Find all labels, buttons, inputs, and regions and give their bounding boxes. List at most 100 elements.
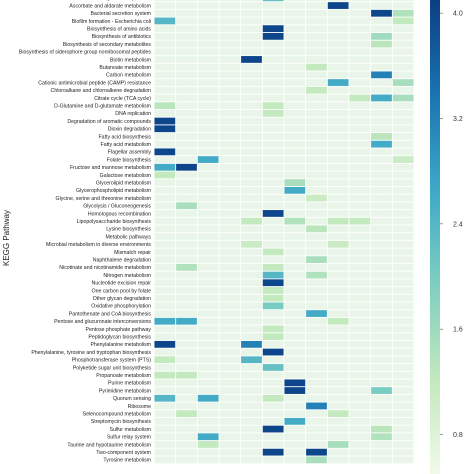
heatmap-cell-empty xyxy=(371,210,392,217)
heatmap-cell-empty xyxy=(371,371,392,379)
heatmap-cell-filled xyxy=(371,425,392,433)
heatmap-cell-empty xyxy=(219,133,241,140)
heatmap-cell-empty xyxy=(392,371,414,379)
heatmap-cell-empty xyxy=(219,248,241,256)
heatmap-cell-empty xyxy=(306,179,327,187)
heatmap-cell-empty xyxy=(241,433,262,441)
heatmap-cell-empty xyxy=(197,25,219,33)
heatmap-cell-empty xyxy=(349,302,371,310)
heatmap-cell-empty xyxy=(306,233,327,240)
heatmap-cell-empty xyxy=(262,63,284,71)
heatmap-cell-empty xyxy=(197,117,219,125)
row-label: Purine metabolism xyxy=(108,381,151,387)
heatmap-cell-empty xyxy=(349,379,371,387)
heatmap-cell-empty xyxy=(284,448,306,456)
heatmap-cell-empty xyxy=(154,263,176,271)
heatmap-cell-empty xyxy=(241,364,262,371)
heatmap-cell-empty xyxy=(154,287,176,294)
heatmap-cell-empty xyxy=(392,32,414,40)
heatmap-cell-empty xyxy=(371,364,392,371)
row-label: Lysine biosynthesis xyxy=(106,227,151,233)
heatmap-cell-empty xyxy=(219,2,241,9)
heatmap-cell-empty xyxy=(219,371,241,379)
heatmap-cell-empty xyxy=(392,125,414,133)
heatmap-cell-filled xyxy=(371,94,392,102)
heatmap-cell-filled xyxy=(176,410,197,418)
heatmap-cell-empty xyxy=(219,425,241,433)
heatmap-cell-empty xyxy=(241,279,262,287)
heatmap-cell-empty xyxy=(219,56,241,63)
heatmap-cell-empty xyxy=(219,125,241,133)
heatmap-cell-empty xyxy=(241,109,262,117)
heatmap-cell-empty xyxy=(197,294,219,302)
heatmap-cell-empty xyxy=(284,40,306,48)
heatmap-cell-filled xyxy=(306,310,327,317)
heatmap-cell-empty xyxy=(241,317,262,325)
heatmap-cell-empty xyxy=(284,117,306,125)
heatmap-cell-empty xyxy=(197,402,219,410)
heatmap-cell-filled xyxy=(284,186,306,194)
heatmap-cell-filled xyxy=(154,102,176,110)
heatmap-cell-empty xyxy=(154,56,176,63)
heatmap-cell-empty xyxy=(306,371,327,379)
heatmap-cell-empty xyxy=(154,233,176,240)
heatmap-cell-empty xyxy=(176,186,197,194)
heatmap-cell-empty xyxy=(197,256,219,264)
heatmap-cell-empty xyxy=(349,56,371,63)
heatmap-cell-empty xyxy=(371,448,392,456)
heatmap-cell-empty xyxy=(241,179,262,187)
heatmap-cell-filled xyxy=(306,448,327,456)
heatmap-cell-empty xyxy=(219,40,241,48)
heatmap-cell-empty xyxy=(219,48,241,56)
heatmap-cell-filled xyxy=(306,86,327,94)
heatmap-cell-empty xyxy=(371,179,392,187)
heatmap-cell-empty xyxy=(154,402,176,410)
heatmap-cell-empty xyxy=(176,256,197,264)
colorbar-tick-label: 4.0 xyxy=(453,11,463,18)
heatmap-cell-empty xyxy=(392,109,414,117)
heatmap-cell-filled xyxy=(371,133,392,140)
heatmap-cell-empty xyxy=(371,233,392,240)
heatmap-cell-filled xyxy=(262,279,284,287)
heatmap-cell-empty xyxy=(327,63,349,71)
heatmap-cell-empty xyxy=(262,240,284,248)
heatmap-cell-empty xyxy=(154,48,176,56)
heatmap-cell-empty xyxy=(176,48,197,56)
heatmap-cell-empty xyxy=(371,171,392,179)
heatmap-cell-empty xyxy=(241,2,262,9)
heatmap-cell-empty xyxy=(154,379,176,387)
heatmap-cell-filled xyxy=(154,125,176,133)
heatmap-cell-empty xyxy=(306,0,327,2)
heatmap-cell-empty xyxy=(219,325,241,333)
heatmap-cell-empty xyxy=(327,279,349,287)
heatmap-cell-empty xyxy=(371,156,392,163)
row-label: Cationic antimicrobial peptide (CAMP) re… xyxy=(38,80,151,86)
heatmap-cell-empty xyxy=(306,56,327,63)
heatmap-cell-filled xyxy=(327,441,349,448)
heatmap-cell-empty xyxy=(197,171,219,179)
heatmap-cell-empty xyxy=(392,86,414,94)
heatmap-cell-empty xyxy=(154,79,176,86)
heatmap-cell-empty xyxy=(392,171,414,179)
heatmap-cell-empty xyxy=(306,171,327,179)
heatmap-cell-empty xyxy=(392,163,414,171)
heatmap-cell-empty xyxy=(176,102,197,110)
heatmap-cell-empty xyxy=(154,186,176,194)
heatmap-cell-empty xyxy=(327,348,349,356)
heatmap-cell-empty xyxy=(197,48,219,56)
heatmap-cell-empty xyxy=(371,317,392,325)
heatmap-cell-empty xyxy=(219,217,241,225)
heatmap-cell-empty xyxy=(154,248,176,256)
heatmap-cell-empty xyxy=(327,294,349,302)
heatmap-cell-empty xyxy=(371,294,392,302)
row-label: Butanoate metabolism xyxy=(99,65,151,71)
row-label: Phosphotransferase system (PTS) xyxy=(72,358,152,364)
heatmap-cell-empty xyxy=(327,210,349,217)
heatmap-cell-empty xyxy=(327,333,349,341)
row-label: Taurine and hypotaurine metabolism xyxy=(67,442,151,448)
heatmap-cell-empty xyxy=(327,371,349,379)
heatmap-cell-empty xyxy=(349,63,371,71)
row-label: Metabolic pathways xyxy=(105,234,151,240)
heatmap-cells xyxy=(154,0,414,464)
heatmap-cell-empty xyxy=(284,202,306,210)
